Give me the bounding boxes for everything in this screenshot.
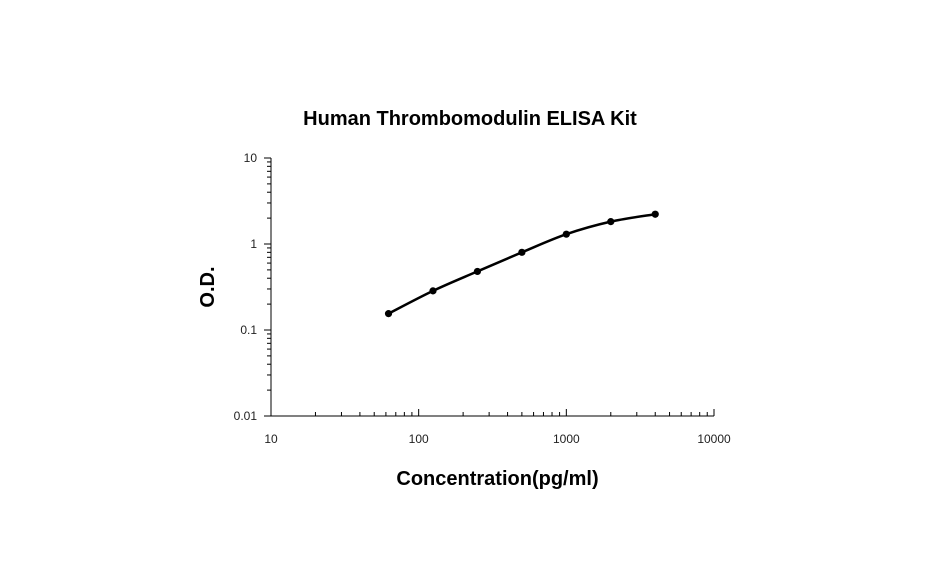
data-point bbox=[518, 248, 526, 256]
data-point bbox=[651, 210, 659, 218]
series-line bbox=[387, 212, 656, 315]
chart-title: Human Thrombomodulin ELISA Kit bbox=[303, 108, 637, 130]
y-tick-label: 0.1 bbox=[240, 323, 257, 337]
data-point bbox=[473, 267, 482, 276]
x-tick-label: 1000 bbox=[553, 432, 580, 446]
y-axis-title: O.D. bbox=[197, 266, 219, 307]
y-tick-label: 0.01 bbox=[234, 409, 258, 423]
x-axis-title: Concentration(pg/ml) bbox=[396, 468, 598, 490]
data-point bbox=[429, 287, 437, 295]
data-point bbox=[384, 310, 393, 318]
y-tick-label: 1 bbox=[250, 237, 257, 251]
x-tick-label: 100 bbox=[409, 432, 429, 446]
data-point bbox=[562, 230, 570, 238]
x-tick-label: 10 bbox=[264, 432, 278, 446]
data-point bbox=[607, 218, 615, 226]
x-tick-label: 10000 bbox=[697, 432, 731, 446]
y-tick-label: 10 bbox=[244, 151, 258, 165]
